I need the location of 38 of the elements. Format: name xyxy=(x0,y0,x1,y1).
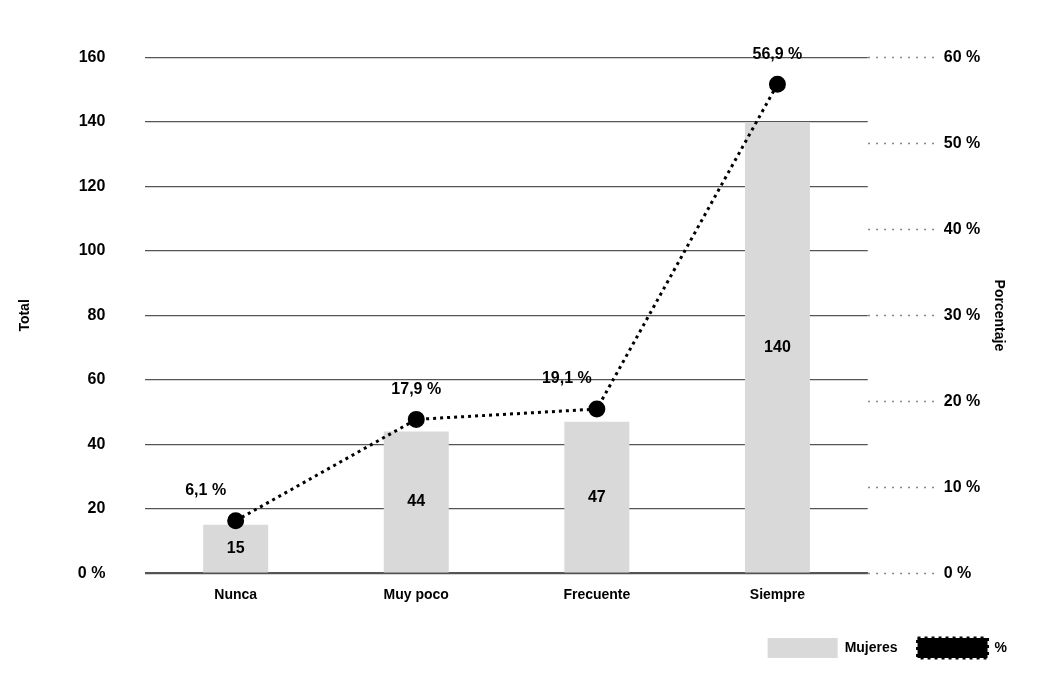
y2-tick-label: 20 % xyxy=(943,391,981,409)
data-label: 6,1 % xyxy=(185,481,227,499)
point xyxy=(227,512,245,530)
data-label: 15 xyxy=(226,539,245,557)
y2-axis-title: Porcentaje xyxy=(991,279,1008,352)
y2-tick-label: 0 % xyxy=(943,563,972,581)
x-tick-label: Siempre xyxy=(749,586,806,603)
y-tick-label: 80 xyxy=(87,305,106,323)
data-label: 140 xyxy=(764,337,791,355)
legend-label: Mujeres xyxy=(844,638,898,655)
y2-tick-label: 10 % xyxy=(943,477,981,495)
point xyxy=(588,400,606,418)
bar xyxy=(564,421,630,573)
y-tick-label: 60 xyxy=(87,370,106,388)
y-tick-label: 140 xyxy=(78,112,106,130)
x-tick-label: Nunca xyxy=(214,586,258,603)
data-label: 47 xyxy=(587,487,606,505)
point xyxy=(407,410,425,428)
data-label: 17,9 % xyxy=(391,379,442,397)
x-tick-label: Frecuente xyxy=(563,586,631,603)
bar xyxy=(203,524,269,573)
y-axis-title: Total xyxy=(16,299,33,332)
data-label: 44 xyxy=(407,492,426,510)
legend-label: % xyxy=(994,638,1008,655)
point xyxy=(768,75,786,93)
y2-tick-label: 30 % xyxy=(943,305,981,323)
x-tick-label: Muy poco xyxy=(383,586,449,603)
y-tick-label: 0 % xyxy=(77,563,106,581)
y-tick-label: 120 xyxy=(78,176,106,194)
y-tick-label: 40 xyxy=(87,434,106,452)
y2-tick-label: 40 % xyxy=(943,219,981,237)
y-tick-label: 160 xyxy=(78,48,106,66)
y-tick-label: 100 xyxy=(78,241,106,259)
y2-tick-label: 60 % xyxy=(943,48,981,66)
y-tick-label: 20 xyxy=(87,499,106,517)
bar xyxy=(744,122,810,573)
y2-tick-label: 50 % xyxy=(943,133,981,151)
bar xyxy=(383,431,449,573)
